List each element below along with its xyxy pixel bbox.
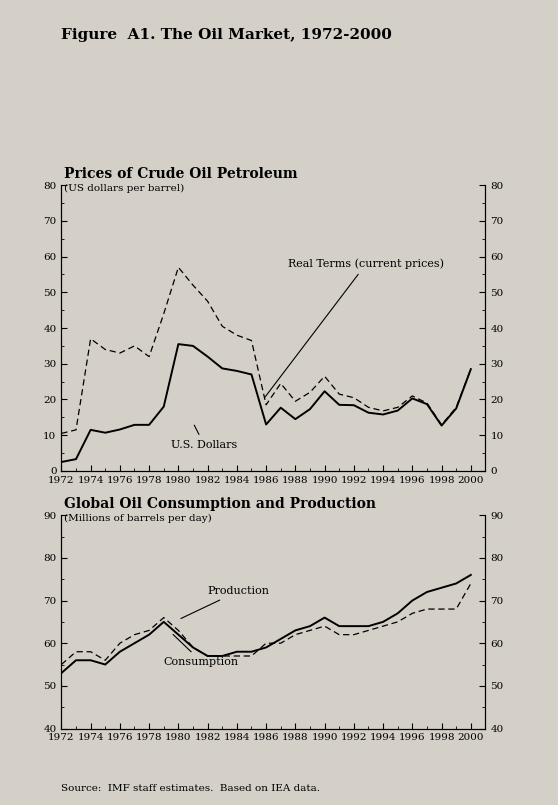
Text: Real Terms (current prices): Real Terms (current prices) xyxy=(265,258,444,398)
Text: Consumption: Consumption xyxy=(163,634,239,667)
Text: (US dollars per barrel): (US dollars per barrel) xyxy=(64,184,185,193)
Text: (Millions of barrels per day): (Millions of barrels per day) xyxy=(64,514,212,523)
Text: Production: Production xyxy=(181,586,270,618)
Text: U.S. Dollars: U.S. Dollars xyxy=(171,425,237,450)
Text: Prices of Crude Oil Petroleum: Prices of Crude Oil Petroleum xyxy=(64,167,298,181)
Text: Figure  A1. The Oil Market, 1972-2000: Figure A1. The Oil Market, 1972-2000 xyxy=(61,28,392,42)
Text: Global Oil Consumption and Production: Global Oil Consumption and Production xyxy=(64,497,376,511)
Text: Source:  IMF staff estimates.  Based on IEA data.: Source: IMF staff estimates. Based on IE… xyxy=(61,784,320,793)
